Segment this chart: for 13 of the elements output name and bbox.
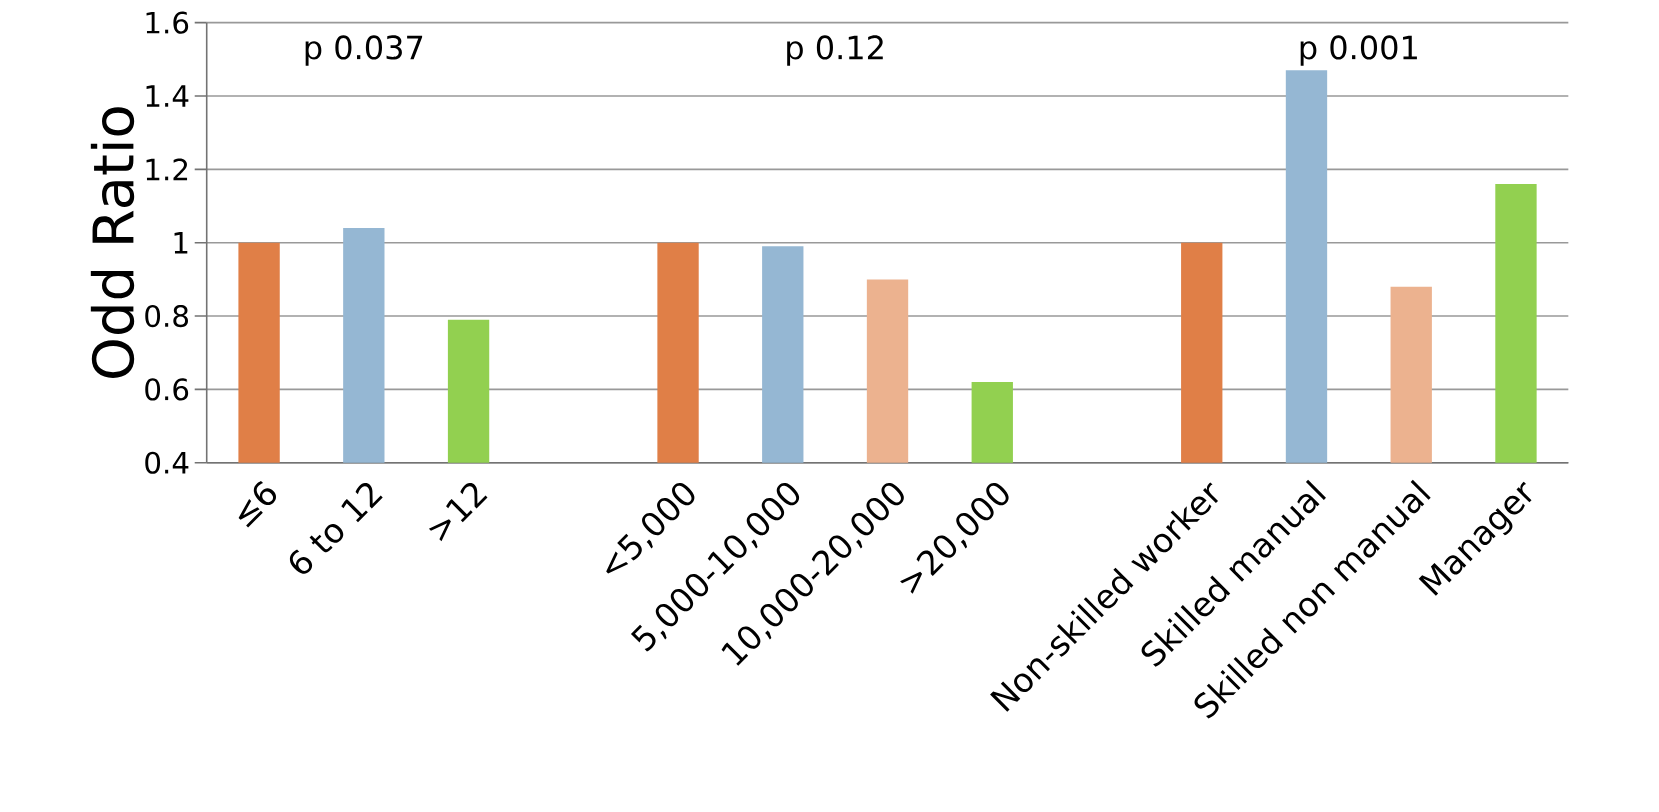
y-tick-label: 1 xyxy=(174,231,188,254)
annotation: p 0.001 xyxy=(1300,35,1417,66)
y-tick-label: 0.8 xyxy=(145,304,188,328)
y-tick-label: 1.4 xyxy=(146,85,189,107)
y-tick-label: 0.6 xyxy=(145,378,189,401)
x-tick-label: 6 to 12 xyxy=(289,482,383,574)
x-tick-label: ≤6 xyxy=(238,480,277,528)
y-axis-title: Odd Ratio xyxy=(90,107,135,378)
y-tick-label: 1.2 xyxy=(146,158,188,181)
annotation: p 0.12 xyxy=(787,35,883,66)
y-tick-label: 1.6 xyxy=(146,11,189,34)
annotation: p 0.037 xyxy=(305,35,423,66)
y-tick-label: 0.4 xyxy=(145,451,189,474)
